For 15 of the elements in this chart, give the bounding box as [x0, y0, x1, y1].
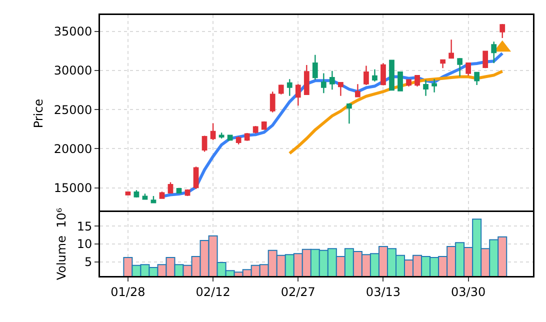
y-axis-title: Price [31, 98, 46, 128]
y-tick-label: 30000 [54, 64, 92, 78]
y-tick-label: 25000 [54, 102, 92, 117]
y-tick-label: 15000 [54, 180, 92, 195]
x-tick-label: 01/28 [110, 284, 146, 299]
y-tick-label: 15 [76, 219, 92, 234]
x-tick-label: 03/30 [451, 284, 486, 299]
x-tick-label: 03/13 [366, 284, 401, 299]
y-tick-label: 20000 [54, 142, 92, 156]
y-axis-title: Volume 10⁶ [54, 208, 68, 280]
y-tick-label: 35000 [54, 24, 92, 39]
y-tick-label: 10 [76, 237, 92, 252]
y-tick-label: 5 [84, 254, 92, 269]
x-tick-label: 02/27 [280, 284, 316, 299]
x-tick-label: 02/12 [196, 284, 230, 299]
